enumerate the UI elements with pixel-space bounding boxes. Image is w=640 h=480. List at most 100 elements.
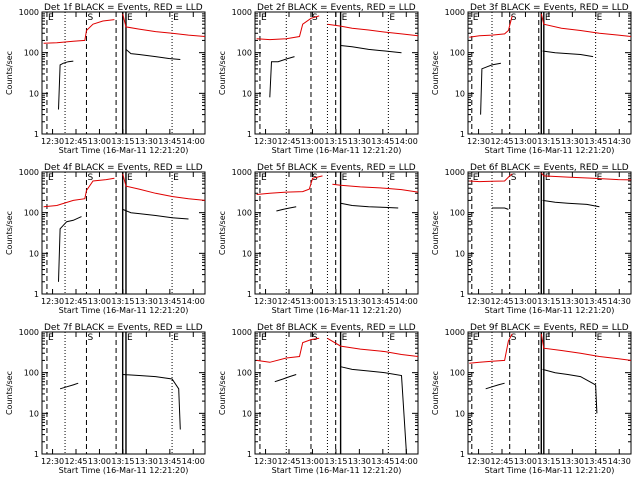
- time-marker-label: S: [87, 13, 93, 23]
- x-tick-label: 14:00: [395, 297, 418, 306]
- events-series-line: [542, 199, 600, 208]
- x-tick-label: 12:45: [277, 457, 300, 466]
- x-axis-label: Start Time (16-Mar-11 12:21:20): [59, 306, 189, 315]
- x-tick-label: 13:45: [158, 137, 181, 146]
- panel-title: Det 3f BLACK = Events, RED = LLD: [470, 3, 629, 13]
- time-marker-label: E: [173, 13, 179, 23]
- events-series-line: [122, 208, 189, 220]
- y-axis-label: Counts/sec: [5, 371, 14, 415]
- y-tick-label: 100: [450, 49, 465, 58]
- x-tick-label: 12:30: [41, 297, 64, 306]
- x-tick-label: 13:15: [111, 297, 134, 306]
- time-marker-label: E: [48, 333, 54, 343]
- time-marker-label: E: [473, 13, 479, 23]
- x-tick-label: 14:30: [608, 297, 631, 306]
- x-tick-label: 13:15: [324, 457, 347, 466]
- x-tick-label: 13:30: [348, 457, 371, 466]
- time-marker-label: E: [342, 13, 348, 23]
- events-series-line: [276, 206, 297, 212]
- panel-title: Det 8f BLACK = Events, RED = LLD: [257, 323, 416, 333]
- time-marker-label: E: [48, 173, 54, 183]
- x-tick-label: 12:30: [254, 297, 277, 306]
- events-series-line: [542, 50, 594, 58]
- time-marker-label: S: [511, 333, 517, 343]
- plot-frame: [41, 11, 206, 135]
- detector-panel-8: Det 8f BLACK = Events, RED = LLD 1 10 100 10…: [218, 323, 419, 475]
- x-tick-label: 13:45: [158, 457, 181, 466]
- time-marker-label: S: [511, 13, 517, 23]
- x-axis-label: Start Time (16-Mar-11 12:21:20): [272, 306, 402, 315]
- x-tick-label: 13:45: [584, 457, 607, 466]
- x-tick-label: 13:30: [561, 457, 584, 466]
- plot-frame: [467, 171, 632, 295]
- x-tick-label: 13:00: [88, 457, 111, 466]
- time-marker-label: E: [173, 173, 179, 183]
- time-marker-label: E: [545, 13, 551, 23]
- x-tick-label: 12:30: [41, 457, 64, 466]
- y-tick-label: 1000: [232, 168, 252, 177]
- time-marker-label: E: [389, 13, 395, 23]
- y-tick-label: 100: [237, 209, 252, 218]
- time-marker-label: S: [312, 13, 318, 23]
- y-tick-label: 1000: [19, 328, 39, 337]
- x-tick-label: 12:30: [254, 457, 277, 466]
- y-tick-label: 1: [460, 450, 465, 459]
- detector-panel-9: Det 9f BLACK = Events, RED = LLD 1 10 100 10…: [431, 323, 632, 475]
- y-tick-label: 10: [242, 409, 252, 418]
- y-tick-label: 10: [455, 249, 465, 258]
- lld-series-line: [469, 333, 513, 364]
- time-marker-label: S: [511, 173, 517, 183]
- y-tick-label: 1: [247, 130, 252, 139]
- y-tick-label: 1: [34, 290, 39, 299]
- time-marker-label: S: [87, 173, 93, 183]
- time-marker-label: E: [473, 333, 479, 343]
- y-axis-label: Counts/sec: [218, 211, 227, 255]
- time-marker-label: E: [545, 333, 551, 343]
- panel-title: Det 9f BLACK = Events, RED = LLD: [470, 323, 629, 333]
- plot-frame: [41, 171, 206, 295]
- detector-panel-6: Det 6f BLACK = Events, RED = LLD 1 10 100 10…: [431, 163, 632, 315]
- x-tick-label: 13:30: [348, 137, 371, 146]
- events-series-line: [269, 56, 295, 98]
- x-tick-label: 13:30: [348, 297, 371, 306]
- time-marker-label: E: [127, 13, 133, 23]
- plot-frame: [467, 11, 632, 135]
- events-series-line: [492, 207, 509, 210]
- x-tick-label: 13:45: [584, 297, 607, 306]
- y-tick-label: 10: [455, 89, 465, 98]
- plot-frame: [254, 331, 419, 455]
- time-marker-label: E: [48, 13, 54, 23]
- y-tick-label: 10: [455, 409, 465, 418]
- x-tick-label: 13:45: [371, 457, 394, 466]
- lld-series-line: [43, 19, 115, 44]
- lld-series-line: [327, 337, 419, 357]
- time-marker-label: E: [261, 13, 267, 23]
- events-series-line: [542, 368, 598, 414]
- x-tick-label: 13:15: [324, 137, 347, 146]
- events-series-line: [58, 216, 82, 282]
- time-marker-label: E: [173, 333, 179, 343]
- y-tick-label: 100: [237, 369, 252, 378]
- events-series-line: [340, 202, 399, 209]
- y-tick-label: 100: [24, 209, 39, 218]
- y-tick-label: 1: [460, 130, 465, 139]
- plot-frame: [254, 171, 419, 295]
- y-tick-label: 1000: [445, 328, 465, 337]
- events-series-line: [59, 382, 79, 390]
- panel-title: Det 2f BLACK = Events, RED = LLD: [257, 3, 416, 13]
- x-tick-label: 13:15: [537, 297, 560, 306]
- y-tick-label: 10: [29, 89, 39, 98]
- lld-series-line: [43, 177, 115, 208]
- events-series-line: [340, 366, 407, 455]
- detector-panel-7: Det 7f BLACK = Events, RED = LLD 1 10 100 10…: [5, 323, 206, 475]
- time-marker-label: E: [545, 173, 551, 183]
- x-tick-label: 13:00: [514, 297, 537, 306]
- x-tick-label: 13:00: [88, 297, 111, 306]
- y-axis-label: Counts/sec: [5, 51, 14, 95]
- lld-series-line: [256, 15, 320, 41]
- lld-series-line: [256, 175, 323, 195]
- y-tick-label: 1000: [232, 328, 252, 337]
- x-tick-label: 13:15: [324, 297, 347, 306]
- events-series-line: [340, 45, 402, 54]
- x-tick-label: 13:30: [135, 457, 158, 466]
